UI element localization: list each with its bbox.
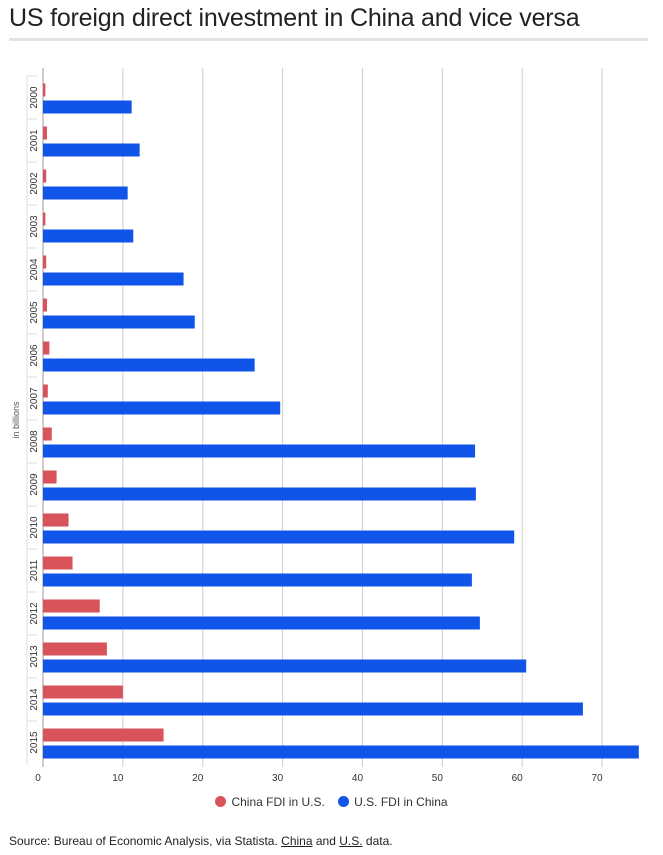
category-label-2007: 2007 [29,387,40,410]
category-label-2009: 2009 [29,473,40,496]
bar-us-2001[interactable] [43,143,140,157]
bar-china-2013[interactable] [43,642,107,656]
bar-china-2015[interactable] [43,728,164,742]
bar-china-2003[interactable] [43,212,46,226]
bar-us-2015[interactable] [43,745,639,759]
title-divider [9,38,648,41]
bar-china-2001[interactable] [43,126,47,140]
source-link-china[interactable]: China [281,834,313,848]
source-note: Source: Bureau of Economic Analysis, via… [9,834,393,848]
bar-chart: 0 10 20 30 40 50 60 70 2000 2001 2002 2003 2004 2005… [11,68,639,784]
category-label-2011: 2011 [29,559,40,581]
x-tick-label: 60 [512,773,524,784]
category-label-2014: 2014 [29,688,40,711]
x-tick-label: 0 [35,773,41,784]
category-label-2013: 2013 [29,645,40,668]
x-tick-labels: 0 10 20 30 40 50 60 70 [35,773,603,784]
bar-us-2010[interactable] [43,530,515,544]
y-axis-label: in billions [11,401,21,439]
x-tick-label: 30 [272,773,284,784]
bar-china-2012[interactable] [43,599,100,613]
bar-china-2004[interactable] [43,255,47,269]
source-prefix: Source: Bureau of Economic Analysis, via… [9,834,278,848]
source-suffix: data. [365,834,393,848]
x-tick-label: 70 [592,773,604,784]
x-tick-label: 10 [112,773,124,784]
legend-label-china: China FDI in U.S. [231,795,325,809]
category-label-2005: 2005 [29,301,40,324]
bar-us-2004[interactable] [43,272,184,286]
bar-us-2013[interactable] [43,659,527,673]
bars [43,83,639,759]
bar-us-2014[interactable] [43,702,583,716]
legend-item-china[interactable]: China FDI in U.S. [215,795,325,809]
bar-china-2002[interactable] [43,169,47,183]
bar-us-2012[interactable] [43,616,480,630]
bar-china-2010[interactable] [43,513,69,527]
category-label-2004: 2004 [29,258,40,281]
x-tick-label: 20 [192,773,204,784]
bar-us-2002[interactable] [43,186,128,200]
legend: China FDI in U.S. U.S. FDI in China [0,795,663,809]
x-tick-label: 40 [352,773,364,784]
bar-us-2008[interactable] [43,444,476,458]
bar-us-2009[interactable] [43,487,476,501]
bar-china-2011[interactable] [43,556,73,570]
legend-item-us[interactable]: U.S. FDI in China [338,795,448,809]
legend-label-us: U.S. FDI in China [354,795,448,809]
bar-china-2014[interactable] [43,685,123,699]
gridlines [26,68,603,767]
category-labels: 2000 2001 2002 2003 2004 2005 2006 2007 2008 2009… [29,86,40,754]
source-middle: and [315,834,336,848]
category-label-2001: 2001 [29,129,40,152]
category-label-2003: 2003 [29,215,40,238]
bar-us-2006[interactable] [43,358,255,372]
category-label-2015: 2015 [29,731,40,754]
bar-china-2005[interactable] [43,298,47,312]
category-label-2002: 2002 [29,172,40,195]
chart-title: US foreign direct investment in China an… [9,4,580,32]
legend-swatch-us [338,796,350,807]
legend-swatch-china [215,796,227,807]
bar-us-2000[interactable] [43,100,132,114]
bar-china-2000[interactable] [43,83,46,97]
bar-china-2009[interactable] [43,470,57,484]
bar-us-2011[interactable] [43,573,472,587]
bar-china-2006[interactable] [43,341,50,355]
category-label-2010: 2010 [29,516,40,539]
bar-us-2003[interactable] [43,229,134,243]
bar-us-2005[interactable] [43,315,195,329]
source-link-us[interactable]: U.S. [339,834,363,848]
x-tick-label: 50 [432,773,444,784]
bar-china-2007[interactable] [43,384,48,398]
category-label-2006: 2006 [29,344,40,367]
bar-china-2008[interactable] [43,427,52,441]
category-label-2012: 2012 [29,602,40,625]
category-label-2008: 2008 [29,430,40,453]
category-label-2000: 2000 [29,86,40,109]
bar-us-2007[interactable] [43,401,281,415]
